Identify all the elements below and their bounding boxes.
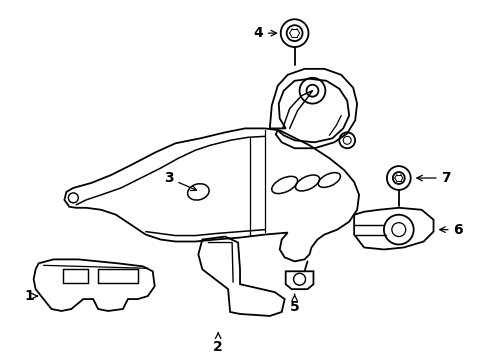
Text: 3: 3 <box>163 171 196 190</box>
Text: 2: 2 <box>213 333 223 354</box>
Text: 7: 7 <box>416 171 450 185</box>
Text: 4: 4 <box>252 26 276 40</box>
Text: 1: 1 <box>25 289 38 303</box>
Text: 6: 6 <box>439 222 462 237</box>
Text: 5: 5 <box>289 294 299 314</box>
